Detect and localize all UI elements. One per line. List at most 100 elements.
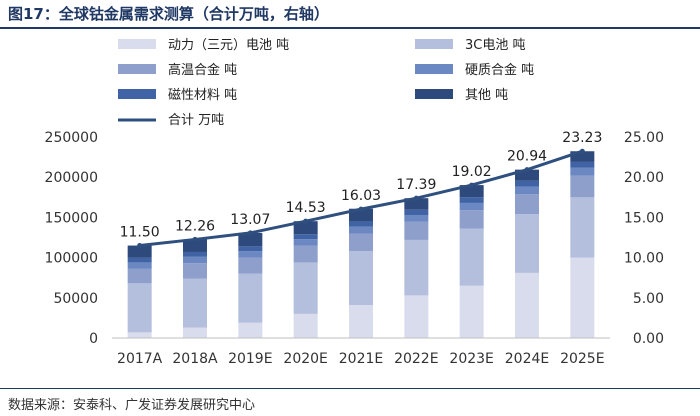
bar-2023E-s1 — [459, 285, 484, 338]
total-point-2018A — [192, 236, 198, 242]
bar-2023E-s3 — [459, 210, 484, 229]
bar-2024E-s1 — [515, 272, 539, 338]
total-label-2023E: 19.02 — [452, 164, 492, 180]
total-label-2018A: 12.26 — [175, 218, 215, 234]
bar-2019E-s3 — [238, 257, 263, 274]
total-label-2025E: 23.23 — [562, 130, 602, 146]
legend-swatch-4 — [415, 64, 453, 74]
source-note: 数据来源：安泰科、广发证券发展研究中心 — [8, 398, 256, 413]
bar-2018A-s5 — [183, 251, 207, 257]
bar-2022E-s2 — [404, 239, 429, 296]
bar-2023E-s2 — [459, 228, 484, 286]
legend-label-3: 高温合金 吨 — [168, 62, 237, 78]
bar-2019E-s5 — [238, 246, 263, 252]
bar-2023E-s5 — [459, 197, 484, 203]
y-right-tick-0: 0.00 — [633, 331, 664, 347]
y-left-tick-5: 250000 — [45, 130, 98, 146]
bar-2018A-s2 — [183, 278, 207, 328]
total-point-2020E — [303, 218, 309, 224]
y-right-tick-1: 5.00 — [633, 291, 664, 307]
total-point-2022E — [413, 195, 419, 201]
y-left-tick-1: 50000 — [53, 291, 98, 307]
bar-2025E-s6 — [570, 151, 595, 162]
total-point-2019E — [247, 230, 253, 236]
bar-2019E-s6 — [238, 232, 263, 247]
bar-2019E-s4 — [238, 251, 263, 258]
bar-2025E-s3 — [570, 175, 595, 198]
bar-2020E-s6 — [293, 221, 318, 235]
bar-2021E-s2 — [349, 251, 373, 306]
bar-2023E-s6 — [459, 185, 484, 198]
bar-2022E-s1 — [404, 295, 429, 338]
legend-swatch-5 — [118, 89, 156, 99]
bar-2020E-s5 — [293, 234, 318, 240]
bar-2024E-s5 — [515, 180, 539, 187]
bar-2019E-s2 — [238, 273, 263, 323]
bar-2025E-s5 — [570, 161, 595, 168]
legend-label-6: 其他 吨 — [465, 88, 508, 103]
bar-2022E-s5 — [404, 209, 429, 215]
bar-2022E-s3 — [404, 221, 429, 240]
total-point-2017A — [137, 243, 143, 249]
bar-2025E-s2 — [570, 197, 595, 258]
total-label-2017A: 11.50 — [120, 225, 160, 241]
total-point-2021E — [358, 206, 364, 212]
legend-swatch-1 — [118, 39, 156, 49]
bar-2020E-s1 — [293, 313, 318, 338]
y-right-tick-2: 10.00 — [624, 251, 664, 267]
stacked-bars — [127, 151, 595, 338]
bar-2021E-s3 — [349, 233, 373, 252]
x-tick-2025E: 2025E — [560, 351, 604, 367]
axes: 0 50000 100000 150000 200000 250000 0.00 5.00 10… — [45, 130, 664, 367]
bar-2025E-s4 — [570, 167, 595, 176]
x-tick-2022E: 2022E — [394, 351, 438, 367]
legend-swatch-3 — [118, 64, 156, 74]
total-label-2024E: 20.94 — [507, 149, 547, 165]
bar-2024E-s6 — [515, 169, 539, 181]
x-tick-2021E: 2021E — [339, 351, 383, 367]
bar-2022E-s4 — [404, 214, 429, 222]
bar-2022E-s6 — [404, 198, 429, 210]
total-line: 11.50 12.26 13.07 14.53 16.03 17.39 19.02 20.94… — [120, 130, 602, 249]
x-tick-2017A: 2017A — [117, 351, 163, 367]
total-label-2019E: 13.07 — [230, 212, 270, 228]
bar-2021E-s5 — [349, 221, 373, 227]
legend-swatch-6 — [415, 89, 453, 99]
y-left-tick-3: 150000 — [45, 210, 98, 226]
total-point-2024E — [524, 167, 530, 173]
x-tick-2018A: 2018A — [172, 351, 218, 367]
x-tick-2023E: 2023E — [449, 351, 493, 367]
bar-2017A-s1 — [127, 332, 152, 338]
title-divider — [0, 27, 700, 29]
y-right-tick-4: 20.00 — [624, 170, 664, 186]
legend-label-4: 硬质合金 吨 — [465, 62, 534, 78]
bar-2017A-s2 — [127, 283, 152, 333]
bar-2017A-s3 — [127, 268, 152, 284]
footer-divider — [0, 388, 700, 389]
bar-2025E-s1 — [570, 257, 595, 338]
bar-2018A-s3 — [183, 263, 207, 279]
total-label-2020E: 14.53 — [286, 200, 326, 216]
y-right-tick-5: 25.00 — [624, 130, 664, 146]
total-point-2023E — [469, 182, 475, 188]
bar-2024E-s4 — [515, 186, 539, 195]
bar-2017A-s4 — [127, 262, 152, 269]
legend-label-5: 磁性材料 吨 — [168, 88, 237, 103]
bar-2018A-s6 — [183, 239, 207, 252]
y-left-tick-0: 0 — [89, 331, 98, 347]
bar-2017A-s6 — [127, 245, 152, 258]
legend-label-1: 动力（三元）电池 吨 — [168, 38, 289, 53]
bar-2020E-s2 — [293, 262, 318, 314]
y-right-tick-3: 15.00 — [624, 210, 664, 226]
bar-2024E-s2 — [515, 214, 539, 273]
total-label-2022E: 17.39 — [396, 177, 436, 193]
bar-2020E-s3 — [293, 245, 318, 263]
total-label-2021E: 16.03 — [341, 188, 381, 204]
y-left-tick-2: 100000 — [45, 251, 98, 267]
bar-2018A-s1 — [183, 327, 207, 338]
total-point-2025E — [579, 148, 585, 154]
bar-2019E-s1 — [238, 322, 263, 338]
bar-2018A-s4 — [183, 256, 207, 264]
